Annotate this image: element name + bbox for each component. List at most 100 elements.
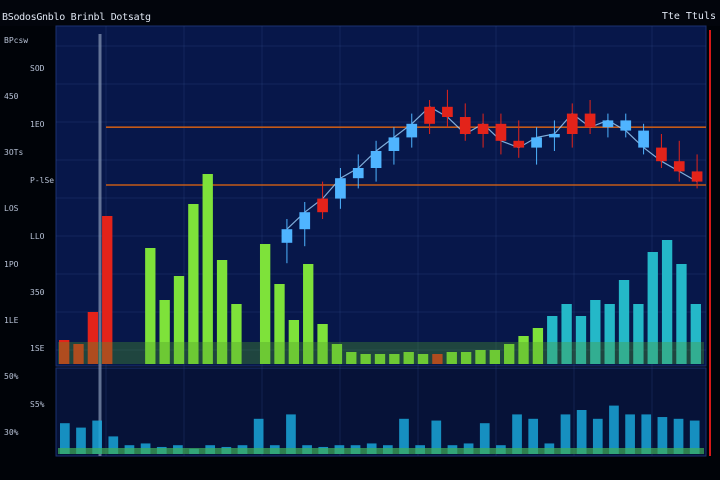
volume-bar <box>618 280 630 364</box>
price-axis: BPcsw SOD 450 1EO 3OTs P-lSe LOS LLO 1PO 350 1LE 1S… <box>0 26 56 456</box>
volume-bar <box>676 264 687 364</box>
candle-body <box>638 130 649 148</box>
candle-body <box>531 137 542 148</box>
volume-bar <box>374 354 386 364</box>
candle-body <box>406 123 418 138</box>
price-axis-label: 1EO <box>30 120 45 129</box>
candle-body <box>673 161 685 172</box>
volume-bar <box>288 320 300 364</box>
volume-bar <box>331 344 343 364</box>
volume-bar <box>188 204 199 364</box>
indicator-bar <box>76 427 86 454</box>
price-axis-label: 1PO <box>4 260 19 269</box>
price-axis-label: 3OTs <box>4 148 24 157</box>
volume-bar <box>159 300 170 364</box>
price-axis-label: 350 <box>30 288 45 297</box>
indicator-baseline <box>58 448 704 454</box>
candle-body <box>584 113 596 128</box>
price-axis-label: P-lSe <box>30 176 55 185</box>
price-axis-label: 1LE <box>4 316 19 325</box>
price-axis-label: LOS <box>4 204 19 213</box>
volume-bar <box>489 350 501 364</box>
indicator-bar <box>609 405 619 454</box>
candle-body <box>549 134 560 138</box>
volume-bar <box>317 324 328 364</box>
candle-body <box>602 120 614 128</box>
indicator-bar <box>625 414 635 454</box>
volume-bar <box>346 352 357 364</box>
volume-bar <box>403 352 414 364</box>
volume-bar <box>417 354 429 364</box>
volume-bar <box>590 300 601 364</box>
candle-body <box>656 147 667 162</box>
volume-bar <box>518 336 529 364</box>
indicator-bar <box>286 414 296 454</box>
volume-bar <box>259 244 271 364</box>
indicator-bar <box>560 414 571 454</box>
volume-bar <box>446 352 457 364</box>
volume-bar <box>102 216 113 364</box>
volume-bar <box>475 350 486 364</box>
price-axis-label: 50% <box>4 372 19 381</box>
window-title: BSodosGnblo Brinbl Dotsatg <box>2 12 151 23</box>
volume-bar <box>145 248 156 364</box>
volume-panel <box>55 367 707 457</box>
volume-bar <box>460 352 472 364</box>
volume-bar <box>303 264 314 364</box>
volume-bar <box>274 284 285 364</box>
candle-body <box>442 106 453 117</box>
candle-body <box>370 151 382 168</box>
candle-body <box>352 168 364 179</box>
candle-body <box>388 137 400 151</box>
volume-bar <box>173 276 185 364</box>
indicator-bar <box>399 418 409 454</box>
indicator-bar <box>657 417 668 454</box>
volume-bar <box>87 312 99 364</box>
candle-body <box>513 140 525 148</box>
candle-body <box>299 212 311 230</box>
candle-body <box>691 171 703 182</box>
candle-body <box>335 178 346 199</box>
volume-bar <box>202 174 213 364</box>
volume-bar <box>59 340 70 364</box>
candle-body <box>477 123 489 134</box>
candle-body <box>620 120 632 131</box>
price-axis-label: 450 <box>4 92 19 101</box>
candle-body <box>566 113 578 134</box>
indicator-bar <box>673 418 684 454</box>
volume-bar <box>633 304 644 364</box>
volume-bar <box>389 354 400 364</box>
volume-bar <box>647 252 658 364</box>
window-title-right: Tte Ttuls <box>661 11 716 22</box>
indicator-bar <box>108 436 119 454</box>
indicator-bar <box>431 420 442 454</box>
price-axis-label: SOD <box>30 64 45 73</box>
candle-body <box>281 229 293 243</box>
price-axis-label: BPcsw <box>4 36 29 45</box>
candle-body <box>317 198 328 213</box>
indicator-bar <box>641 414 652 454</box>
volume-bar <box>690 304 701 364</box>
price-axis-label: 1SE <box>30 344 45 353</box>
indicator-bar <box>689 420 700 454</box>
volume-bar <box>661 240 673 364</box>
candle-body <box>495 123 507 141</box>
indicator-bar <box>528 418 539 454</box>
volume-bar <box>216 260 228 364</box>
volume-bar <box>547 316 558 364</box>
volume-baseline-strip <box>58 342 704 364</box>
candle-body <box>424 106 435 124</box>
indicator-bar <box>576 410 587 454</box>
volume-bar <box>73 344 84 364</box>
indicator-bar <box>60 423 70 454</box>
price-axis-label: LLO <box>30 232 45 241</box>
indicator-bar <box>592 418 603 454</box>
volume-bar <box>231 304 242 364</box>
price-axis-label: 30% <box>4 428 19 437</box>
volume-bar <box>532 328 544 364</box>
volume-bar <box>504 344 515 364</box>
volume-bar <box>575 316 587 364</box>
volume-bar <box>360 354 371 364</box>
candle-body <box>459 117 471 134</box>
